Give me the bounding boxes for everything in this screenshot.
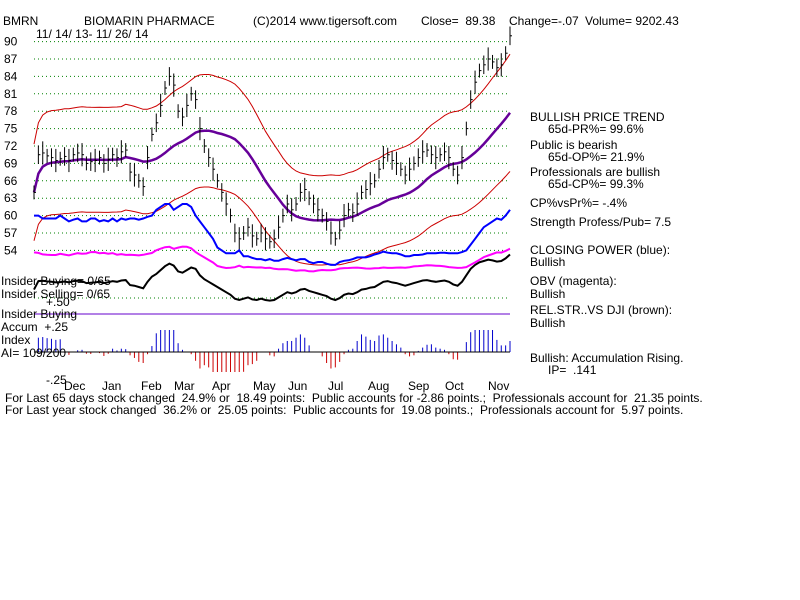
- copyright: (C)2014 www.tigersoft.com: [253, 14, 398, 28]
- y-tick-label: 87: [4, 52, 18, 66]
- upper-band: [33, 53, 511, 177]
- x-tick-label: Jun: [288, 379, 307, 393]
- date-range: 11/ 14/ 13- 11/ 26/ 14: [36, 27, 149, 41]
- obv-label: OBV (magenta):: [530, 274, 617, 288]
- x-tick-label: Nov: [488, 379, 509, 393]
- cp-value: 65d-CP%= 99.3%: [548, 177, 644, 191]
- trend-title: BULLISH PRICE TREND: [530, 110, 665, 124]
- cpvspr-value: CP%vsPr%= -.4%: [530, 196, 628, 210]
- y-tick-label: 60: [4, 209, 18, 223]
- accum-label: Accum +.25: [1, 320, 69, 334]
- x-tick-label: Jul: [328, 379, 343, 393]
- insider-selling-count: Insider Selling= 0/65: [1, 287, 111, 301]
- ip-value: IP= .141: [548, 363, 597, 377]
- y-tick-label: 78: [4, 104, 18, 118]
- ticker: BMRN: [3, 14, 39, 28]
- acc-plus-50: +.50: [46, 295, 70, 309]
- relstr-line: [33, 253, 511, 302]
- closing-power-line: [34, 203, 511, 266]
- index-label: Index: [1, 333, 31, 347]
- op-value: 65d-OP%= 21.9%: [548, 150, 645, 164]
- ai-label: AI= 109/200: [1, 346, 67, 360]
- close-value: Close= 89.38: [421, 14, 496, 28]
- closing-power-status: Bullish: [530, 255, 566, 269]
- moving-average: [32, 112, 511, 222]
- y-tick-label: 84: [4, 69, 18, 83]
- relstr-status: Bullish: [530, 316, 566, 330]
- footer-year: For Last year stock changed 36.2% or 25.…: [5, 403, 684, 417]
- x-tick-label: Mar: [174, 379, 195, 393]
- footer-65d: For Last 65 days stock changed 24.9% or …: [5, 391, 703, 405]
- y-tick-label: 63: [4, 191, 18, 205]
- closing-power-label: CLOSING POWER (blue):: [530, 243, 671, 257]
- y-tick-label: 66: [4, 174, 18, 188]
- obv-line: [33, 245, 511, 273]
- y-tick-label: 75: [4, 122, 18, 136]
- y-tick-label: 69: [4, 156, 18, 170]
- acc-minus-25: -.25: [46, 373, 67, 387]
- x-tick-label: May: [253, 379, 276, 393]
- y-tick-label: 90: [4, 35, 18, 49]
- pr-value: 65d-PR%= 99.6%: [548, 122, 644, 136]
- y-tick-label: 81: [4, 87, 18, 101]
- company-name: BIOMARIN PHARMACE: [84, 14, 215, 28]
- x-tick-label: Feb: [141, 379, 162, 393]
- accum-rising: Bullish: Accumulation Rising.: [530, 351, 684, 365]
- lower-band: [33, 171, 511, 266]
- x-tick-label: Oct: [445, 379, 464, 393]
- obv-status: Bullish: [530, 287, 566, 301]
- change-value: Change=-.07: [509, 14, 579, 28]
- relstr-label: REL.STR..VS DJI (brown):: [530, 303, 673, 317]
- pros-status: Professionals are bullish: [530, 165, 661, 179]
- x-tick-label: Jan: [102, 379, 121, 393]
- public-status: Public is bearish: [530, 138, 618, 152]
- x-tick-label: Aug: [368, 379, 389, 393]
- y-tick-label: 54: [4, 243, 18, 257]
- y-tick-label: 72: [4, 139, 18, 153]
- strength-value: Strength Profess/Pub= 7.5: [530, 215, 672, 229]
- insider-buying-label: Insider Buying: [1, 307, 78, 321]
- x-tick-label: Apr: [212, 379, 231, 393]
- x-tick-label: Dec: [64, 379, 85, 393]
- x-tick-label: Sep: [408, 379, 430, 393]
- insider-buying-count: Insider Buying= 0/65: [1, 274, 111, 288]
- y-tick-label: 57: [4, 226, 18, 240]
- volume-value: Volume= 9202.43: [585, 14, 679, 28]
